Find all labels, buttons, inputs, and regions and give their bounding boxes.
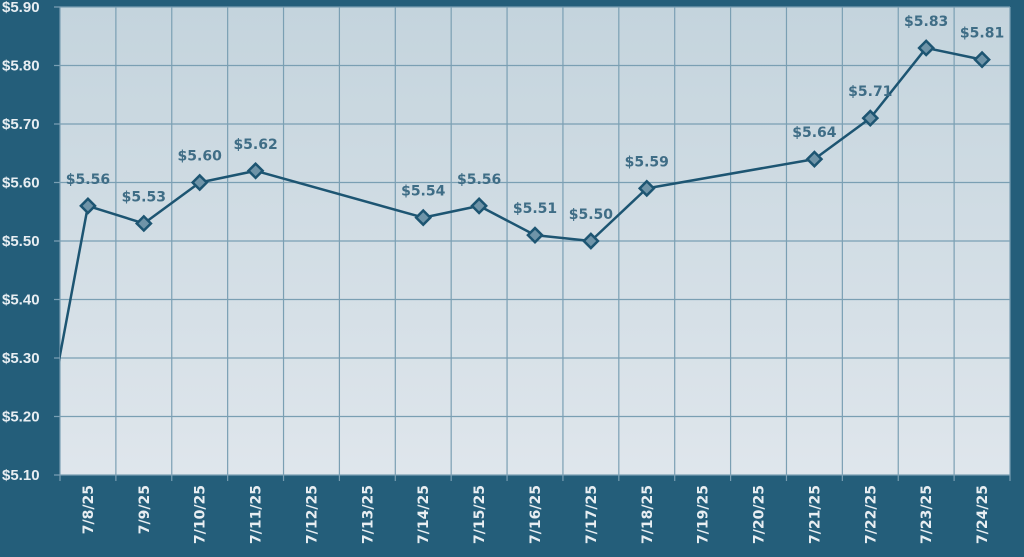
data-point-marker [917,39,936,57]
x-tick-label: 7/10/25 [193,485,209,544]
x-tick-label: 7/17/25 [584,485,600,544]
data-point-marker [526,226,544,244]
data-labels: $5.56 $5.53 $5.60 $5.62 $5.54 $5.56 $5.51 $5.50… [66,14,1004,223]
data-point-label: $5.64 [792,125,837,141]
y-tick-label: $5.80 [2,58,40,75]
y-tick-label: $5.60 [2,175,40,192]
x-tick-label: 7/23/25 [919,485,935,544]
x-tick-label: 7/16/25 [528,485,544,544]
data-markers [79,39,991,250]
x-tick-label: 7/14/25 [416,485,432,544]
y-tick-label: $5.50 [2,233,40,250]
y-tick-label: $5.30 [2,350,40,367]
x-tick-label: 7/20/25 [752,485,768,544]
data-point-marker [582,232,600,250]
y-tick-label: $5.40 [2,292,40,309]
data-point-marker [637,179,656,198]
x-tick-label: 7/11/25 [249,485,265,544]
x-tick-label: 7/15/25 [472,485,488,544]
data-point-label: $5.53 [122,189,166,205]
data-point-label: $5.59 [625,154,669,170]
y-axis: $5.10 $5.20 $5.30 $5.40 $5.50 $5.60 $5.70 $5.80… [2,0,40,484]
x-tick-label: 7/13/25 [360,485,376,544]
x-tick-label: 7/24/25 [975,485,991,544]
data-point-label: $5.56 [457,172,501,188]
x-axis: 7/8/25 7/9/25 7/10/25 7/11/25 7/12/25 7/13/25… [81,485,991,544]
data-point-label: $5.56 [66,172,110,188]
x-tick-label: 7/21/25 [807,485,823,544]
data-point-marker [973,50,991,69]
data-point-marker [246,161,265,180]
x-tick-label: 7/18/25 [640,485,656,544]
data-point-marker [470,197,488,215]
data-point-label: $5.60 [178,149,223,165]
data-point-marker [414,208,433,227]
y-tick-label: $5.70 [2,116,40,133]
data-point-marker [805,150,824,168]
data-point-marker [79,197,97,215]
gridlines [54,6,1011,481]
data-point-label: $5.83 [904,14,948,30]
y-tick-label: $5.10 [2,467,40,484]
x-tick-label: 7/8/25 [81,485,97,534]
x-tick-label: 7/22/25 [863,485,879,544]
y-tick-label: $5.90 [2,0,40,16]
y-tick-label: $5.20 [2,409,40,426]
data-point-label: $5.51 [513,201,557,217]
data-point-label: $5.71 [848,84,892,100]
price-series [60,46,983,362]
data-point-marker [190,173,209,192]
data-point-label: $5.50 [569,207,614,223]
data-point-label: $5.62 [233,137,277,153]
data-point-marker [861,109,880,127]
x-tick-label: 7/19/25 [696,485,712,544]
data-point-label: $5.81 [960,26,1004,42]
x-tick-label: 7/12/25 [304,485,320,544]
x-tick-label: 7/9/25 [137,485,153,534]
data-point-marker [134,214,153,233]
data-point-label: $5.54 [401,184,446,200]
